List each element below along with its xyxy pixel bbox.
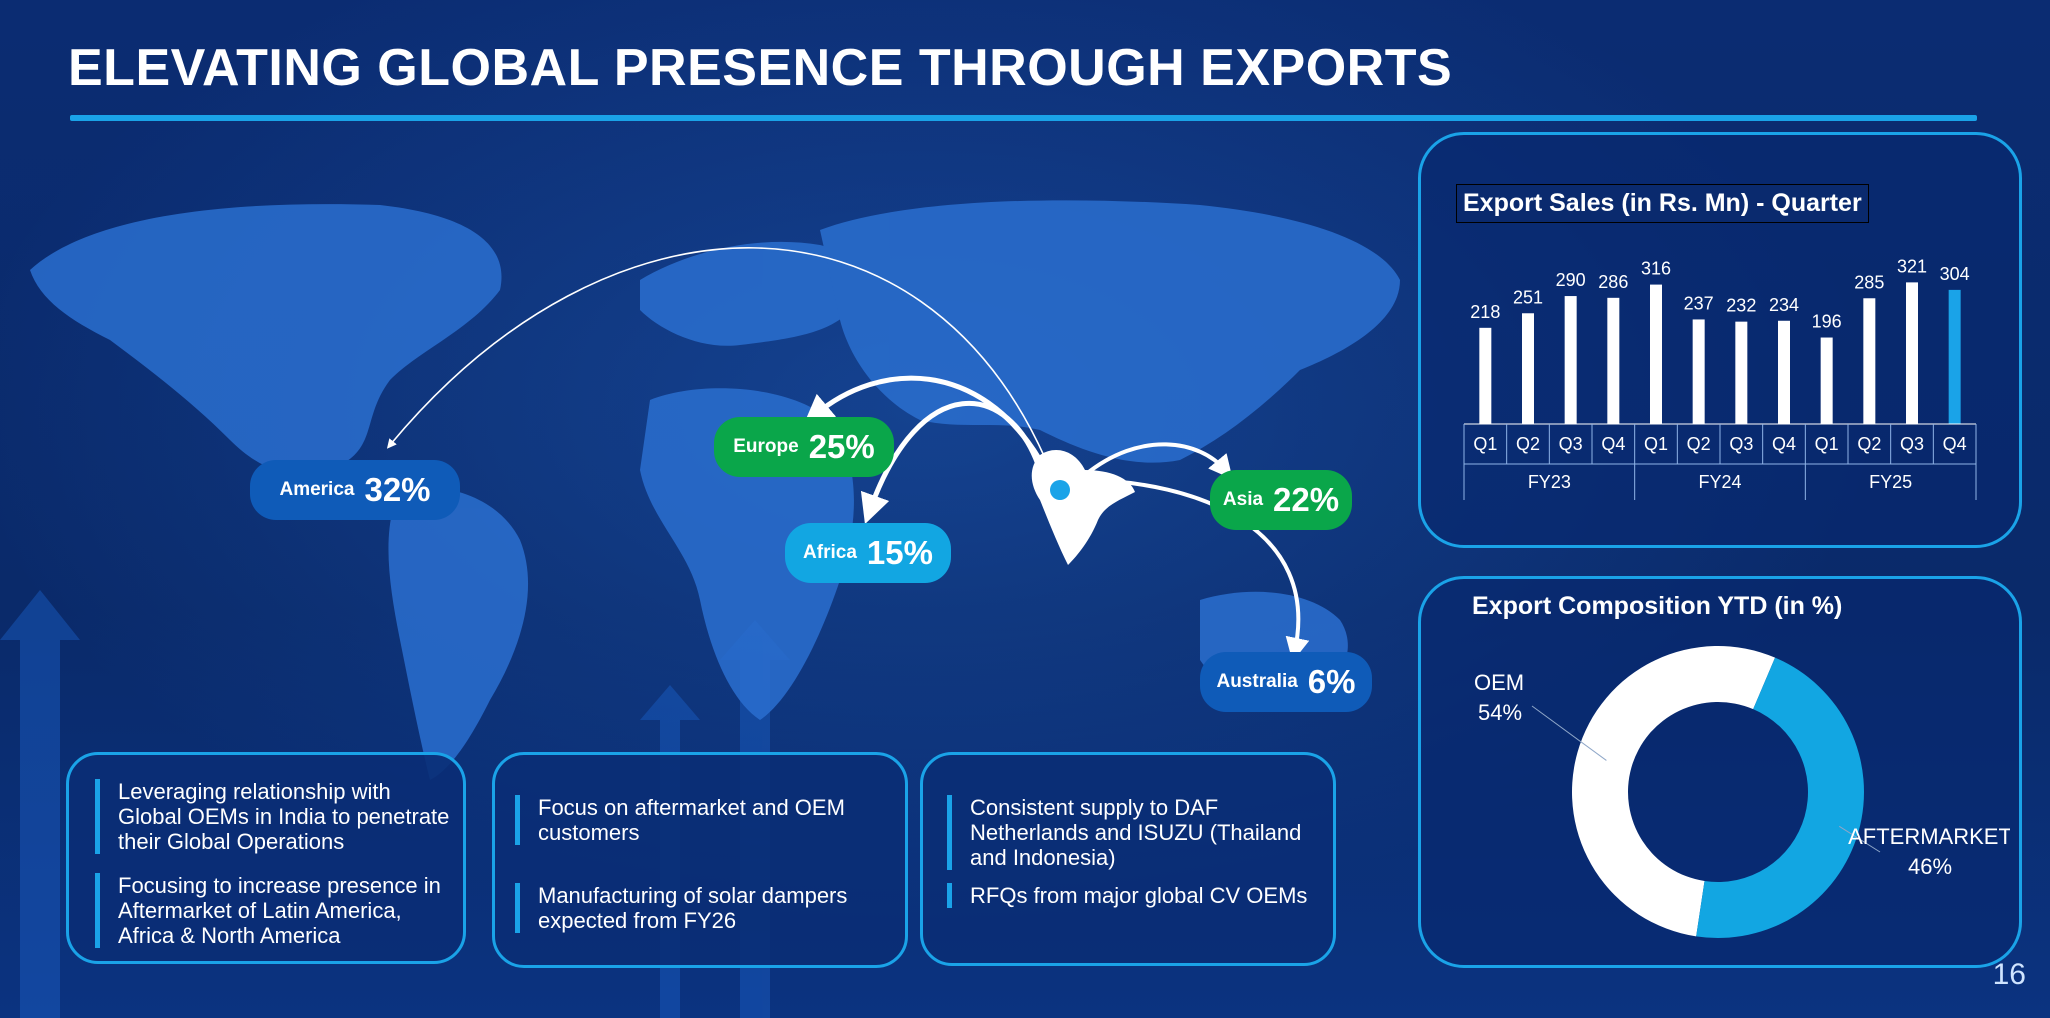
bar <box>1948 289 1961 424</box>
donut-slice <box>1572 646 1776 937</box>
bar <box>1564 296 1577 424</box>
bullet-bar <box>95 779 100 854</box>
bar-value-label: 196 <box>1812 312 1842 332</box>
x-tick-label: Q3 <box>1559 434 1583 454</box>
x-tick-label: Q4 <box>1772 434 1796 454</box>
bullet-text: Focusing to increase presence in Afterma… <box>118 873 441 948</box>
info-box-global-oems: Leveraging relationship with Global OEMs… <box>66 752 466 964</box>
region-percent: 15% <box>866 534 933 571</box>
region-badge-africa: Africa 15% <box>785 523 951 583</box>
bullet-bar <box>515 883 520 933</box>
bullet-text: Focus on aftermarket and OEM customers <box>538 795 845 845</box>
bullet-bar <box>515 795 520 845</box>
region-name: Asia <box>1222 489 1264 510</box>
group-label: FY25 <box>1869 472 1912 492</box>
bar-value-label: 285 <box>1854 272 1884 292</box>
bar-value-label: 286 <box>1598 272 1628 292</box>
bullet-bar <box>947 883 952 908</box>
continents <box>30 200 1400 780</box>
export-sales-bar-chart: 218 Q1 251 Q2 290 Q3 286 Q4 316 Q1 237 Q2 232 Q3 234 Q4… <box>1463 256 1977 500</box>
bar <box>1820 337 1833 424</box>
bar <box>1522 313 1534 424</box>
bullet-text: Leveraging relationship with Global OEMs… <box>118 779 450 854</box>
leader-line <box>1838 825 1881 853</box>
x-tick-label: Q2 <box>1857 434 1881 454</box>
bar <box>1778 320 1790 424</box>
region-badge-asia: Asia 22% <box>1210 470 1352 530</box>
bullet-bar <box>947 795 952 870</box>
region-badge-europe: Europe 25% <box>714 417 894 477</box>
region-name: America <box>279 479 355 500</box>
bar-value-label: 290 <box>1556 270 1586 290</box>
bar <box>1692 319 1705 424</box>
region-percent: 32% <box>364 471 431 508</box>
donut-slice <box>1696 657 1864 938</box>
slice-value-label: 54% <box>1478 700 1522 725</box>
slice-value-label: 46% <box>1908 854 1952 879</box>
region-percent: 6% <box>1307 663 1356 700</box>
info-bullet: Focus on aftermarket and OEM customers <box>515 795 885 845</box>
bullet-text: Consistent supply to DAF Netherlands and… <box>970 795 1302 870</box>
x-tick-label: Q4 <box>1943 434 1967 454</box>
region-badge-america: America 32% <box>250 460 460 520</box>
info-bullet: Manufacturing of solar dampers expected … <box>515 883 885 933</box>
x-tick-label: Q1 <box>1473 434 1497 454</box>
export-composition-donut-chart: OEM 54% AFTERMARKET 46% <box>1474 646 2010 938</box>
bullet-text: RFQs from major global CV OEMs <box>970 883 1308 908</box>
x-tick-label: Q1 <box>1815 434 1839 454</box>
title-underline <box>70 115 1977 121</box>
x-tick-label: Q2 <box>1516 434 1540 454</box>
bullet-bar <box>95 873 100 948</box>
region-name: Australia <box>1216 671 1298 692</box>
info-bullet: RFQs from major global CV OEMs <box>947 883 1317 908</box>
slide-title: ELEVATING GLOBAL PRESENCE THROUGH EXPORT… <box>68 39 1453 97</box>
bar <box>1607 297 1620 424</box>
bar-value-label: 237 <box>1684 293 1714 313</box>
region-percent: 25% <box>808 428 875 465</box>
slice-label: AFTERMARKET <box>1848 824 2010 849</box>
x-tick-label: Q4 <box>1601 434 1625 454</box>
group-label: FY23 <box>1528 472 1571 492</box>
info-bullet: Focusing to increase presence in Afterma… <box>95 873 455 948</box>
bar <box>1650 284 1662 424</box>
bar-value-label: 251 <box>1513 287 1543 307</box>
x-tick-label: Q1 <box>1644 434 1668 454</box>
page-number: 16 <box>1992 958 2026 991</box>
region-badge-australia: Australia 6% <box>1200 652 1372 712</box>
bar-value-label: 321 <box>1897 256 1927 276</box>
donut-chart-title: Export Composition YTD (in %) <box>1472 592 1843 620</box>
bullet-text: Manufacturing of solar dampers expected … <box>538 883 848 933</box>
india-hub-dot <box>1050 480 1070 500</box>
bar-value-label: 234 <box>1769 295 1799 315</box>
region-percent: 22% <box>1273 481 1340 518</box>
info-bullet: Leveraging relationship with Global OEMs… <box>95 779 455 854</box>
info-bullet: Consistent supply to DAF Netherlands and… <box>947 795 1317 870</box>
slice-label: OEM <box>1474 670 1524 695</box>
info-box-supply: Consistent supply to DAF Netherlands and… <box>920 752 1336 966</box>
region-name: Africa <box>803 542 857 563</box>
group-label: FY24 <box>1698 472 1741 492</box>
x-tick-label: Q3 <box>1729 434 1753 454</box>
bar <box>1479 327 1492 424</box>
x-tick-label: Q3 <box>1900 434 1924 454</box>
info-box-aftermarket: Focus on aftermarket and OEM customers M… <box>492 752 908 968</box>
region-name: Europe <box>733 436 799 457</box>
bar-value-label: 304 <box>1940 264 1970 284</box>
bar-chart-title: Export Sales (in Rs. Mn) - Quarter <box>1456 184 1869 223</box>
leader-line <box>1531 705 1607 761</box>
bar <box>1906 282 1918 424</box>
bar-value-label: 218 <box>1470 302 1500 322</box>
bar-value-label: 316 <box>1641 259 1671 279</box>
x-tick-label: Q2 <box>1687 434 1711 454</box>
bar-value-label: 232 <box>1726 296 1756 316</box>
india-highlight <box>1031 450 1135 565</box>
bar <box>1863 298 1876 424</box>
bar <box>1735 321 1748 424</box>
